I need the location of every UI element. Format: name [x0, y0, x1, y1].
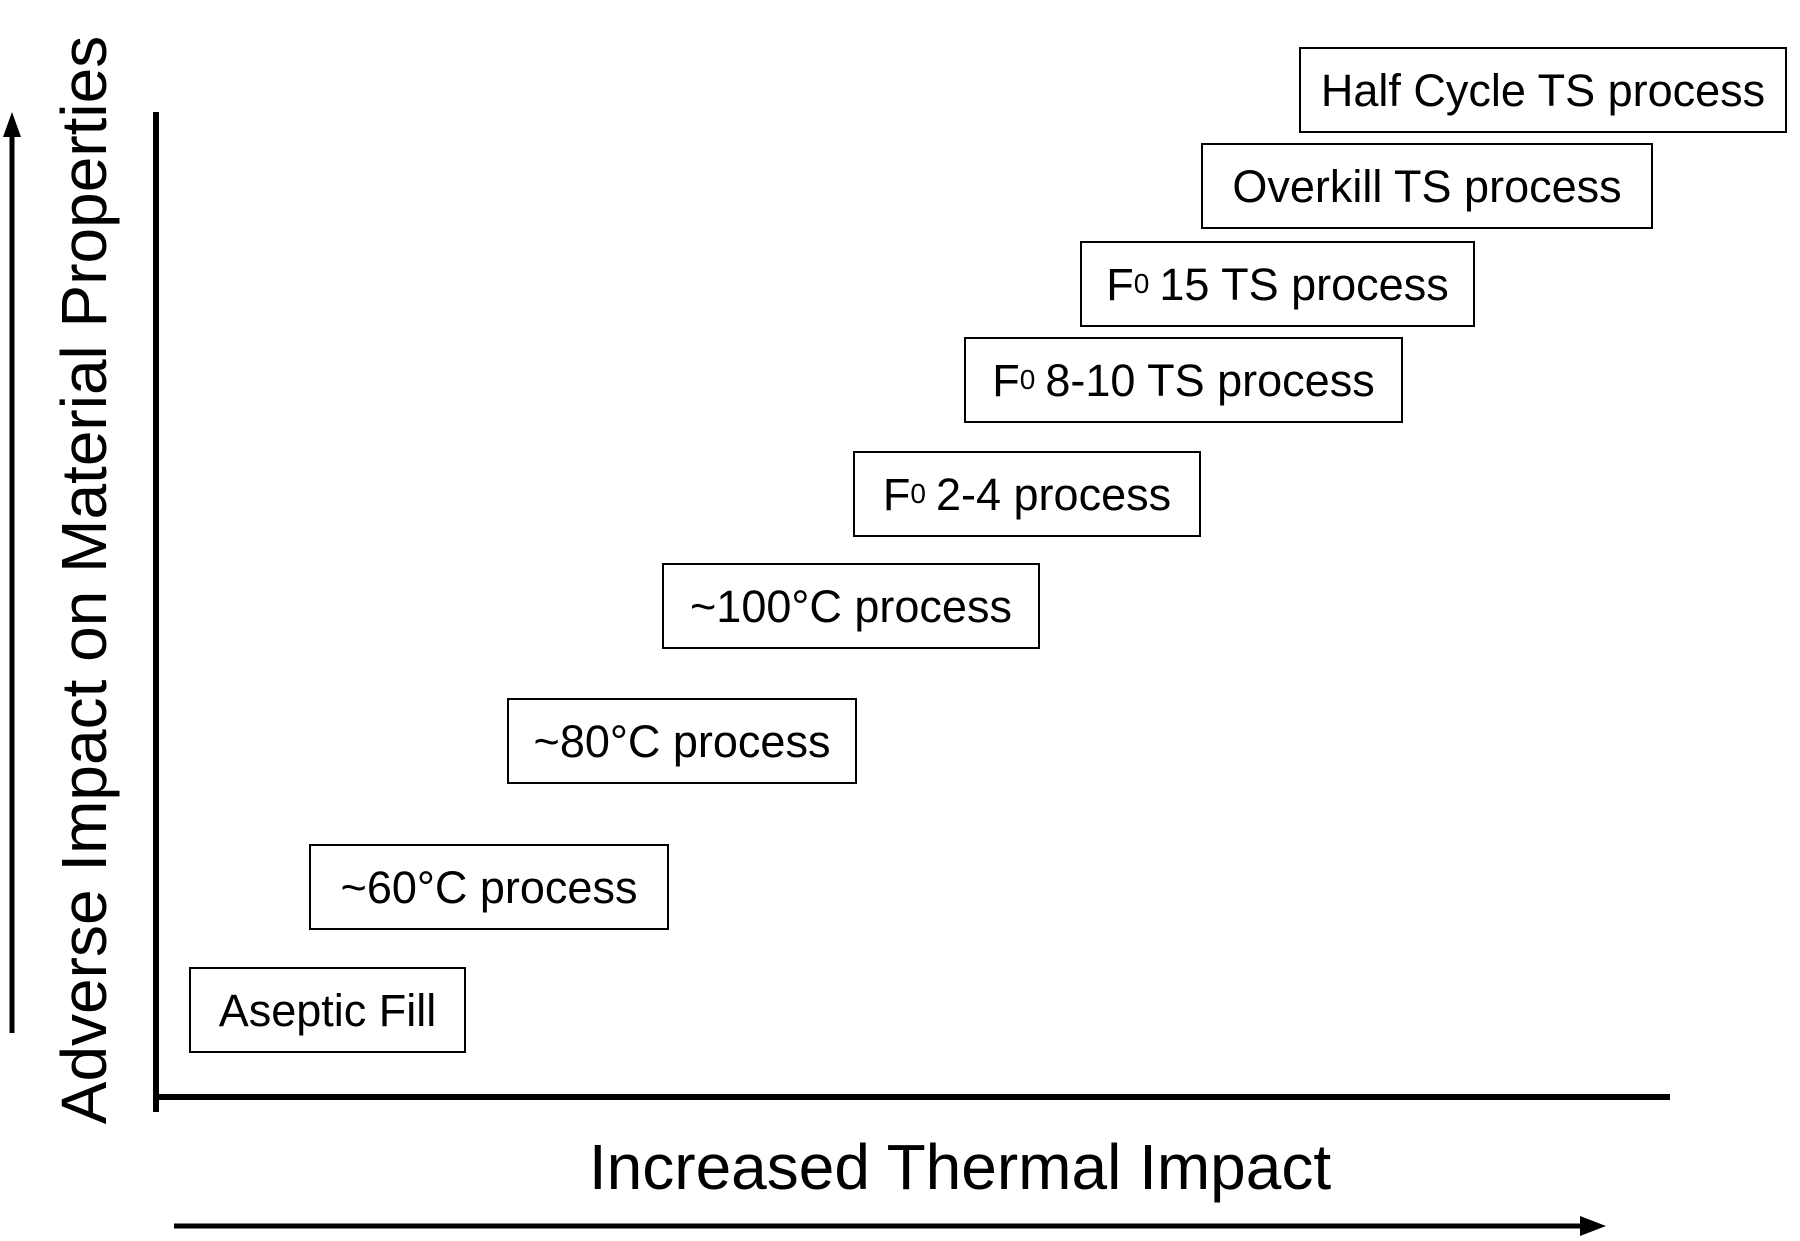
- process-box-f0-15: F 0 15 TS process: [1080, 241, 1475, 327]
- process-label: 8-10 TS process: [1045, 354, 1375, 406]
- process-box-f0-2-4: F 0 2-4 process: [853, 451, 1201, 537]
- process-prefix: F: [882, 468, 911, 520]
- process-label: ~60°C process: [340, 861, 638, 913]
- process-label: 2-4 process: [935, 468, 1172, 520]
- process-label: ~100°C process: [690, 580, 1012, 632]
- process-box-60c: ~60°C process: [309, 844, 669, 930]
- process-box-80c: ~80°C process: [507, 698, 857, 784]
- process-label: ~80°C process: [533, 715, 831, 767]
- process-prefix: F: [992, 354, 1020, 406]
- y-arrowhead: [3, 112, 21, 137]
- process-box-100c: ~100°C process: [662, 563, 1040, 649]
- process-label: Half Cycle TS process: [1320, 64, 1766, 116]
- process-label: 15 TS process: [1159, 258, 1449, 310]
- process-label: Aseptic Fill: [218, 984, 437, 1036]
- x-arrowhead: [1580, 1216, 1606, 1236]
- process-box-overkill: Overkill TS process: [1201, 143, 1653, 229]
- y-axis-label: Adverse Impact on Material Properties: [48, 35, 120, 1125]
- process-label: Overkill TS process: [1232, 160, 1622, 212]
- process-box-f0-8-10: F 0 8-10 TS process: [964, 337, 1403, 423]
- x-axis-label: Increased Thermal Impact: [588, 1131, 1332, 1203]
- process-prefix: F: [1106, 258, 1134, 310]
- process-box-aseptic-fill: Aseptic Fill: [189, 967, 466, 1053]
- process-box-half-cycle: Half Cycle TS process: [1299, 47, 1787, 133]
